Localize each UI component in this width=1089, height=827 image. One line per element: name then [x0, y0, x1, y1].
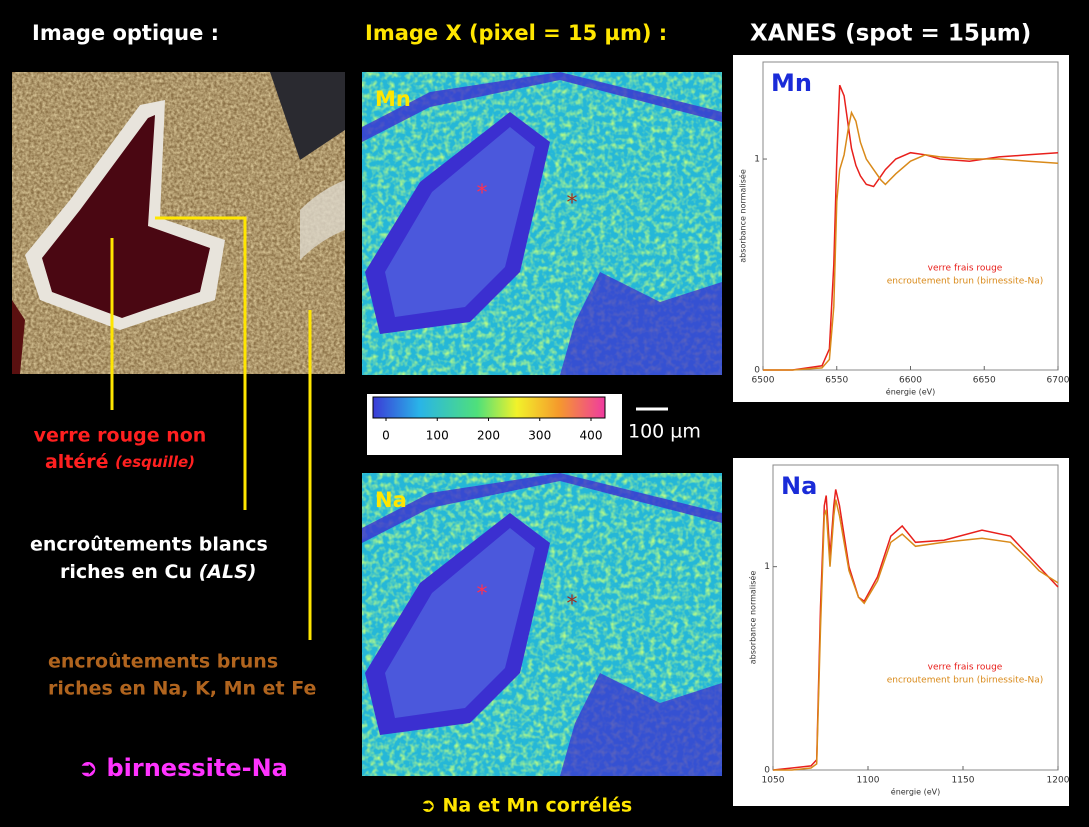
legend-entry: verre frais rouge [928, 264, 1003, 274]
chart-panel [733, 458, 1069, 806]
map-label: Na [375, 488, 407, 512]
legend-entry: encroutement brun (birnessite-Na) [887, 277, 1044, 287]
annotation-note: (ALS) [199, 561, 257, 583]
x-tick-label: 6550 [825, 376, 848, 386]
map-label: Mn [375, 87, 411, 111]
annotation: encroûtements blancs [30, 534, 268, 556]
x-axis-label: énergie (eV) [891, 787, 940, 797]
chart-title: Mn [771, 69, 812, 97]
marker: * [567, 592, 578, 617]
colorbar [367, 394, 622, 455]
colorbar-tick-label: 200 [477, 429, 500, 443]
marker: * [477, 181, 488, 206]
optical-title: Image optique : [32, 21, 219, 45]
x-tick-label: 6700 [1047, 376, 1070, 386]
annotation: riches en Cu [60, 561, 192, 583]
colorbar-tick-label: 300 [528, 429, 551, 443]
annotation: verre rouge non [34, 425, 207, 447]
x-tick-label: 1100 [857, 776, 880, 786]
x-tick-label: 1150 [952, 776, 975, 786]
annotation: riches en Na, K, Mn et Fe [48, 678, 316, 700]
colorbar-tick-label: 100 [426, 429, 449, 443]
annotation: altéré (esquille) [45, 451, 195, 473]
xray-title: Image X (pixel = 15 µm) : [365, 21, 667, 45]
y-tick-label: 1 [754, 155, 760, 165]
annotation: encroûtements bruns [48, 651, 278, 673]
xanes-title: XANES (spot = 15µm) [750, 21, 1031, 47]
annotation: altéré [45, 451, 109, 473]
y-axis-label: absorbance normalisée [748, 571, 758, 665]
colorbar-tick-label: 0 [382, 429, 390, 443]
y-tick-label: 0 [754, 366, 760, 376]
x-axis-label: énergie (eV) [886, 387, 935, 397]
legend-entry: verre frais rouge [928, 663, 1003, 673]
y-tick-label: 1 [764, 562, 770, 572]
x-tick-label: 1050 [762, 776, 785, 786]
annotation: riches en Cu (ALS) [60, 561, 256, 583]
scale-bar-label: 100 µm [628, 421, 701, 443]
chart-title: Na [781, 472, 817, 500]
legend-entry: encroutement brun (birnessite-Na) [887, 676, 1044, 686]
annotation-note: (esquille) [115, 453, 195, 471]
colorbar-tick-label: 400 [580, 429, 603, 443]
slide: Image optique : Image X (pixel = 15 µm) … [0, 0, 1089, 827]
element-map: * * Mn [362, 72, 722, 375]
x-tick-label: 6500 [752, 376, 775, 386]
optical-image [12, 72, 345, 374]
marker: * [567, 191, 578, 216]
conclusion: ➲ birnessite-Na [78, 754, 288, 782]
x-tick-label: 1200 [1047, 776, 1070, 786]
chart-panel [733, 55, 1069, 402]
x-tick-label: 6650 [973, 376, 996, 386]
y-axis-label: absorbance normalisée [738, 169, 748, 263]
x-tick-label: 6600 [899, 376, 922, 386]
y-tick-label: 0 [764, 766, 770, 776]
element-map: * * Na [362, 473, 722, 776]
marker: * [477, 582, 488, 607]
conclusion: ➲ Na et Mn corrélés [420, 795, 632, 817]
